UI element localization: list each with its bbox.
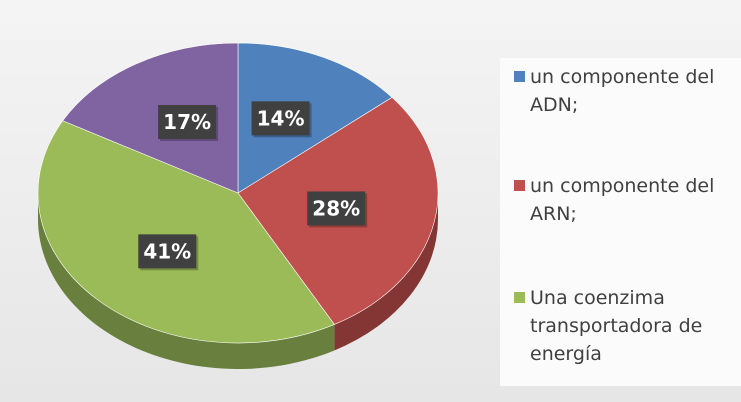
legend-swatch [514, 71, 525, 82]
label-box [138, 234, 197, 269]
legend-label: Una coenzima transportadora de energía [530, 287, 703, 365]
legend-item: un componente del ADN; [514, 63, 739, 119]
legend-swatch [514, 292, 525, 303]
pie-side [334, 193, 438, 351]
label-box [158, 104, 217, 139]
legend: un componente del ADN; un componente del … [500, 58, 741, 386]
legend-label: un componente del ADN; [530, 66, 715, 116]
data-label: 17% [163, 110, 211, 134]
legend-item: un componente del ARN; [514, 172, 739, 228]
label-box [251, 101, 310, 136]
legend-item: Una coenzima transportadora de energía [514, 284, 739, 368]
pie-slice [37, 120, 335, 344]
legend-label: un componente del ARN; [530, 175, 715, 225]
pie-slice [62, 42, 239, 194]
legend-swatch [514, 180, 525, 191]
label-box [307, 191, 366, 226]
data-label: 14% [257, 106, 305, 130]
data-label: 28% [312, 196, 360, 220]
pie-side [38, 193, 335, 369]
data-label: 41% [143, 239, 191, 263]
pie-slice [237, 42, 393, 194]
